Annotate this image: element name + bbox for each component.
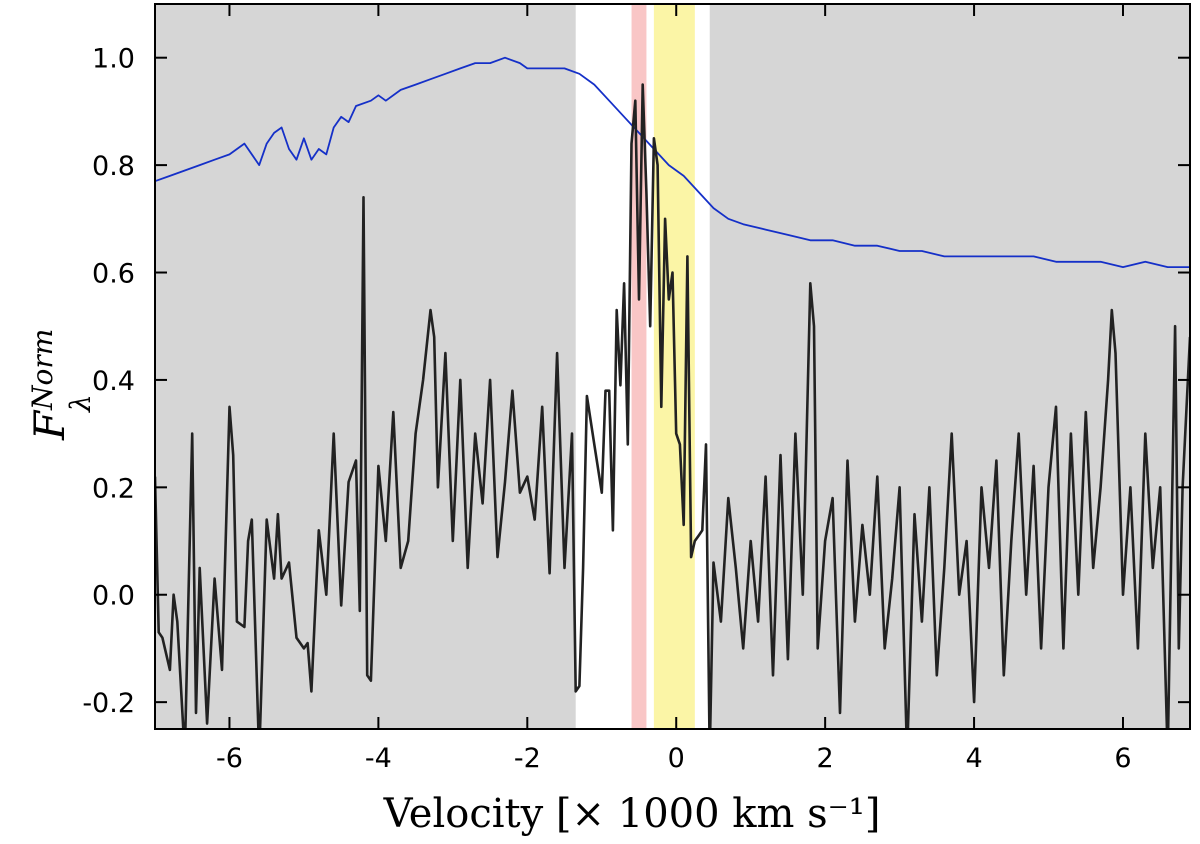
y-tick-label: 1.0 [92, 44, 135, 75]
y-tick-label: 0.6 [92, 259, 135, 290]
y-tick-label: 0.8 [92, 151, 135, 182]
y-axis-title-superscript: Norm [26, 329, 59, 411]
plot-frame [154, 3, 1191, 730]
observed-spectrum-line [155, 83, 1190, 729]
x-tick-label: 2 [817, 743, 834, 774]
shaded-bands [155, 4, 1190, 729]
x-tick-label: -2 [514, 743, 541, 774]
y-tick-label: 0.4 [92, 366, 135, 397]
y-tick-label: 0.0 [92, 581, 135, 612]
y-tick-label: -0.2 [82, 688, 135, 719]
x-axis-ticks: -6 -4 -2 0 2 4 6 [216, 4, 1132, 774]
x-tick-label: -4 [365, 743, 392, 774]
y-axis-title-subscript: λ [64, 394, 97, 413]
x-axis-title: Velocity [× 1000 km s⁻¹] [383, 791, 881, 837]
x-tick-label: 6 [1114, 743, 1131, 774]
shaded-right [709, 4, 1190, 729]
y-axis-ticks: -0.2 0.0 0.2 0.4 0.6 0.8 1.0 [82, 44, 1190, 719]
y-axis-title-main: F [25, 409, 74, 441]
x-tick-label: 4 [965, 743, 982, 774]
spectrum-series [155, 56, 1190, 729]
red-band [631, 4, 647, 729]
y-tick-label: 0.2 [92, 473, 135, 504]
y-axis-title: F Norm λ [25, 329, 97, 441]
x-tick-label: -6 [216, 743, 243, 774]
x-tick-label: 0 [668, 743, 685, 774]
template-spectrum-line [155, 56, 1190, 269]
